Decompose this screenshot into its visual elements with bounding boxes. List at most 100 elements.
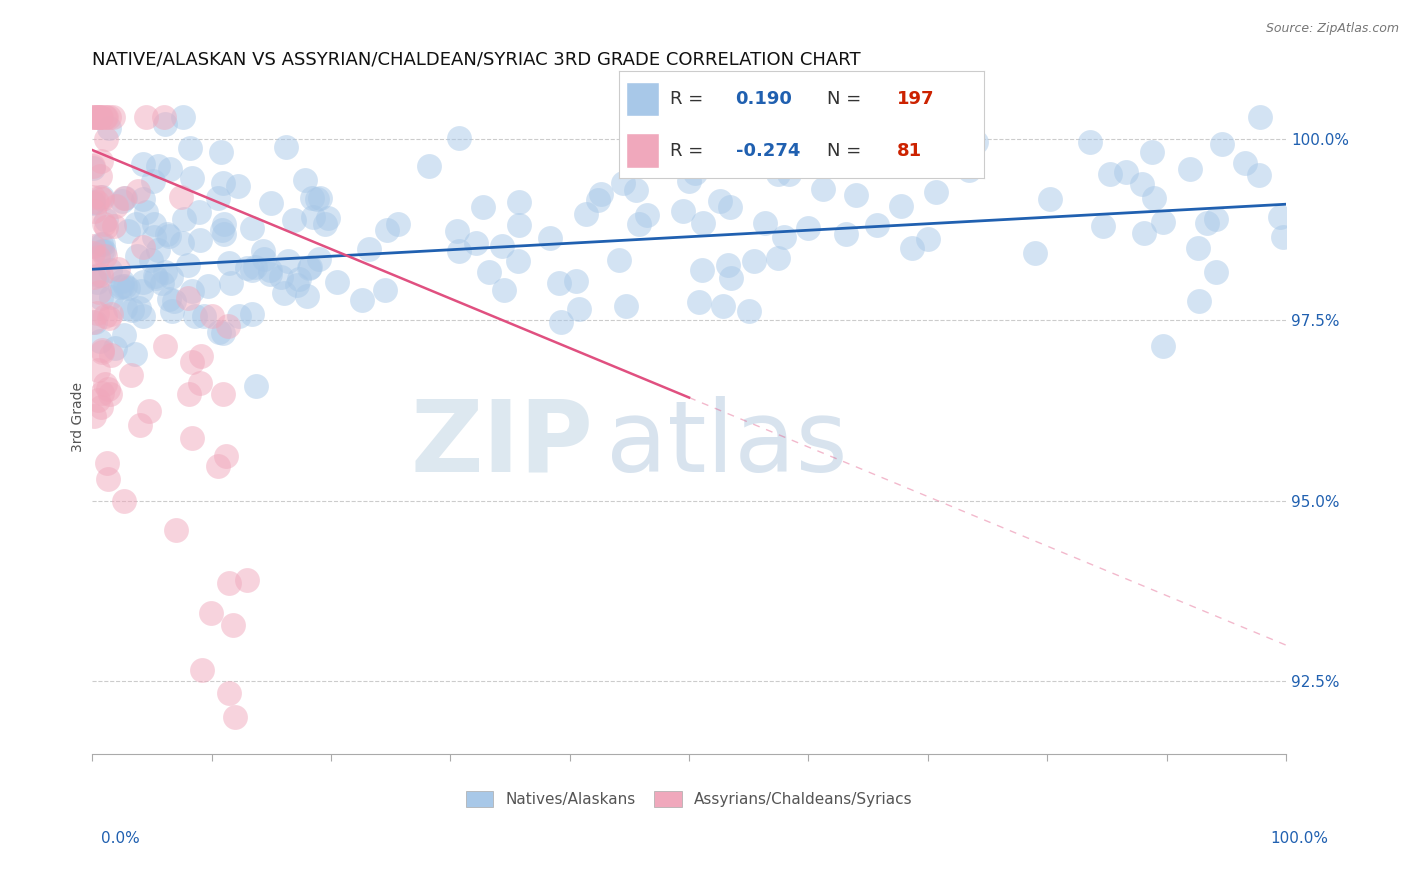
Point — [188, 233, 211, 247]
Point — [160, 304, 183, 318]
Point — [89, 169, 111, 184]
Point — [90, 291, 112, 305]
Point — [179, 141, 201, 155]
Point — [1024, 245, 1046, 260]
Point — [277, 253, 299, 268]
Text: R =: R = — [669, 90, 703, 108]
Point — [87, 392, 110, 407]
Point — [97, 310, 120, 325]
Point — [94, 309, 117, 323]
Text: N =: N = — [827, 142, 862, 160]
Point — [1268, 210, 1291, 224]
Point — [146, 159, 169, 173]
Point — [273, 285, 295, 300]
Point — [1188, 293, 1211, 308]
Point — [224, 710, 246, 724]
Point — [294, 173, 316, 187]
Text: Source: ZipAtlas.com: Source: ZipAtlas.com — [1265, 22, 1399, 36]
Point — [508, 194, 530, 209]
Point — [418, 159, 440, 173]
Point — [172, 111, 194, 125]
Point — [117, 281, 139, 295]
Point — [259, 262, 281, 277]
Point — [678, 174, 700, 188]
Point — [90, 154, 112, 169]
Point — [260, 195, 283, 210]
Point — [114, 301, 136, 315]
Point — [94, 111, 117, 125]
Point — [90, 268, 112, 282]
Point — [105, 198, 128, 212]
Point — [492, 283, 515, 297]
Point — [100, 348, 122, 362]
Point — [100, 307, 122, 321]
Point — [219, 276, 242, 290]
Point — [1178, 161, 1201, 176]
Y-axis label: 3rd Grade: 3rd Grade — [72, 383, 86, 452]
Point — [508, 219, 530, 233]
Point — [688, 295, 710, 310]
Point — [245, 378, 267, 392]
Point — [181, 431, 204, 445]
Text: 0.190: 0.190 — [735, 90, 793, 108]
Point — [162, 293, 184, 308]
Point — [91, 386, 114, 401]
Point — [607, 253, 630, 268]
Point — [89, 189, 111, 203]
Point — [218, 256, 240, 270]
Point — [240, 307, 263, 321]
Point — [112, 191, 135, 205]
Point — [91, 237, 114, 252]
Point — [181, 355, 204, 369]
Point — [778, 167, 800, 181]
Point — [314, 217, 336, 231]
Point — [84, 111, 107, 125]
Point — [82, 239, 104, 253]
Point — [720, 271, 742, 285]
Point — [100, 290, 122, 304]
Text: 197: 197 — [897, 90, 934, 108]
Point — [215, 449, 238, 463]
Point — [96, 456, 118, 470]
Text: N =: N = — [827, 90, 862, 108]
Point — [90, 400, 112, 414]
Point — [145, 271, 167, 285]
Point — [89, 285, 111, 300]
Point — [299, 260, 322, 274]
Point — [352, 293, 374, 307]
Point — [742, 253, 765, 268]
Point — [214, 227, 236, 242]
Text: NATIVE/ALASKAN VS ASSYRIAN/CHALDEAN/SYRIAC 3RD GRADE CORRELATION CHART: NATIVE/ALASKAN VS ASSYRIAN/CHALDEAN/SYRI… — [93, 51, 860, 69]
Point — [1205, 265, 1227, 279]
Point — [1211, 136, 1233, 151]
Point — [96, 212, 118, 227]
Point — [82, 246, 104, 260]
Point — [112, 493, 135, 508]
Point — [132, 156, 155, 170]
Point — [217, 318, 239, 333]
Point — [283, 213, 305, 227]
Point — [308, 252, 330, 266]
Point — [193, 309, 215, 323]
Point — [87, 250, 110, 264]
Point — [917, 232, 939, 246]
Point — [187, 204, 209, 219]
Point — [82, 111, 104, 125]
Point — [550, 315, 572, 329]
Point — [86, 195, 108, 210]
Point — [575, 207, 598, 221]
Point — [108, 280, 131, 294]
Point — [121, 302, 143, 317]
Point — [91, 345, 114, 359]
Point — [120, 368, 142, 382]
Point — [222, 618, 245, 632]
Point — [965, 135, 987, 149]
Point — [172, 236, 194, 251]
Point — [901, 241, 924, 255]
Point — [301, 210, 323, 224]
Point — [236, 573, 259, 587]
Point — [773, 229, 796, 244]
Point — [1187, 241, 1209, 255]
FancyBboxPatch shape — [626, 82, 659, 116]
Point — [177, 258, 200, 272]
